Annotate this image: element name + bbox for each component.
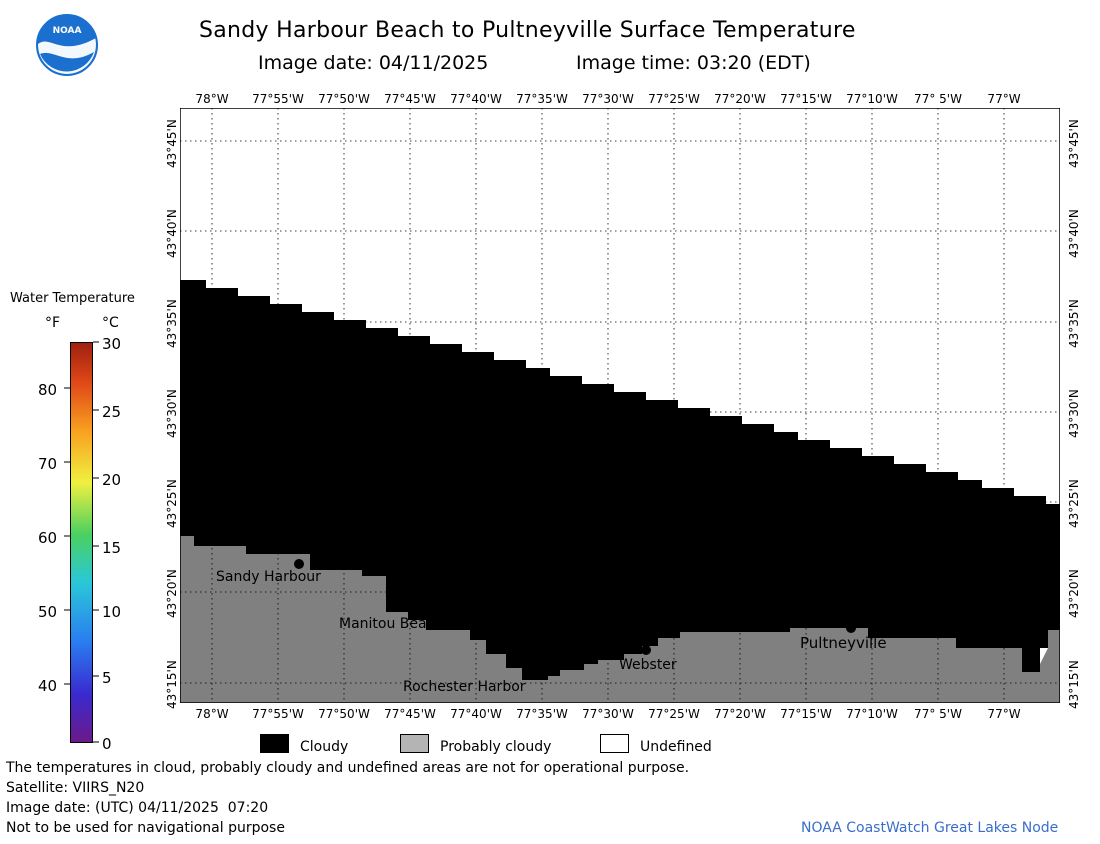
map-title: Sandy Harbour Beach to Pultneyville Surf… <box>199 18 856 43</box>
place-label-manitou-beach: Manitou Beach <box>339 616 444 632</box>
lon-label-bottom: 77°10'W <box>846 707 898 721</box>
colorbar-f-tick-label: 50 <box>38 603 58 621</box>
lon-label-bottom: 77°40'W <box>450 707 502 721</box>
lat-label-left: 43°25'N <box>165 479 179 528</box>
lon-label-bottom: 77°15'W <box>780 707 832 721</box>
lat-label-right: 43°35'N <box>1067 299 1081 348</box>
lon-label-top: 77°50'W <box>318 92 370 106</box>
marker-pultneyville <box>846 623 856 633</box>
credit-link[interactable]: NOAA CoastWatch Great Lakes Node <box>801 820 1059 836</box>
lon-label-top: 77°25'W <box>648 92 700 106</box>
lat-label-left: 43°40'N <box>165 209 179 258</box>
lon-label-bottom: 77°50'W <box>318 707 370 721</box>
lon-label-top: 77°W <box>987 92 1021 106</box>
lon-label-bottom: 77°20'W <box>714 707 766 721</box>
lon-label-bottom: 77°25'W <box>648 707 700 721</box>
image-date: Image date: 04/11/2025 <box>258 52 489 74</box>
lon-label-top: 77°45'W <box>384 92 436 106</box>
colorbar-c-tick-label: 15 <box>102 539 122 557</box>
legend-label-cloudy: Cloudy <box>300 739 349 755</box>
colorbar-f-tick-label: 60 <box>38 529 58 547</box>
colorbar-c-tick-label: 20 <box>102 471 122 489</box>
lon-label-top: 77°10'W <box>846 92 898 106</box>
colorbar-f-tick-label: 80 <box>38 381 58 399</box>
colorbar-f-tick-label: 70 <box>38 455 58 473</box>
place-label-rochester-harbor: Rochester Harbor <box>403 679 526 695</box>
legend-label-undefined: Undefined <box>640 739 712 755</box>
place-label-webster: Webster <box>619 657 677 673</box>
lon-label-top: 77°30'W <box>582 92 634 106</box>
lon-label-top: 77°35'W <box>516 92 568 106</box>
place-label-sandy-harbour: Sandy Harbour <box>216 569 321 585</box>
legend-label-probably-cloudy: Probably cloudy <box>440 739 552 755</box>
lon-label-bottom: 77° 5'W <box>914 707 962 721</box>
map-area <box>180 108 1060 703</box>
marker-sandy-harbour <box>294 559 304 569</box>
lat-label-right: 43°40'N <box>1067 209 1081 258</box>
marker-webster <box>641 645 651 655</box>
colorbar <box>70 342 93 743</box>
colorbar-c-tick-label: 25 <box>102 403 122 421</box>
lon-label-top: 77° 5'W <box>914 92 962 106</box>
colorbar-c-tick-label: 30 <box>102 335 122 353</box>
satellite-note: Satellite: VIIRS_N20 <box>6 780 145 796</box>
lat-label-left: 43°20'N <box>165 569 179 618</box>
lat-label-right: 43°25'N <box>1067 479 1081 528</box>
lon-label-top: 77°20'W <box>714 92 766 106</box>
lon-label-bottom: 77°W <box>987 707 1021 721</box>
colorbar-unit-c: °C <box>102 315 119 331</box>
lon-label-bottom: 77°30'W <box>582 707 634 721</box>
lat-label-right: 43°15'N <box>1067 660 1081 709</box>
lat-label-left: 43°15'N <box>165 660 179 709</box>
marker-manitou-beach <box>436 602 446 612</box>
logo-text: NOAA <box>52 26 82 36</box>
colorbar-c-tick-label: 10 <box>102 603 122 621</box>
colorbar-c-tick-label: 5 <box>102 669 112 687</box>
colorbar-unit-f: °F <box>45 315 61 331</box>
lon-label-bottom: 78°W <box>195 707 229 721</box>
lat-label-right: 43°30'N <box>1067 389 1081 438</box>
cloudy-region <box>180 280 1060 680</box>
legend-swatch-probably-cloudy <box>400 734 429 753</box>
lat-label-right: 43°45'N <box>1067 119 1081 168</box>
lon-label-bottom: 77°35'W <box>516 707 568 721</box>
legend-swatch-cloudy <box>260 734 289 753</box>
lon-label-top: 77°55'W <box>252 92 304 106</box>
lon-label-top: 77°40'W <box>450 92 502 106</box>
colorbar-c-tick-label: 0 <box>102 735 112 753</box>
lon-label-bottom: 77°45'W <box>384 707 436 721</box>
lat-label-left: 43°45'N <box>165 119 179 168</box>
colorbar-f-tick-label: 40 <box>38 677 58 695</box>
image-time: Image time: 03:20 (EDT) <box>576 52 811 74</box>
utc-date-note: Image date: (UTC) 04/11/2025 07:20 <box>6 800 269 816</box>
navigation-note: Not to be used for navigational purpose <box>6 820 285 836</box>
lat-label-right: 43°20'N <box>1067 569 1081 618</box>
probably-cloudy-region <box>180 536 1060 703</box>
lat-label-left: 43°30'N <box>165 389 179 438</box>
colorbar-ticks <box>64 341 99 743</box>
colorbar-title: Water Temperature <box>10 291 135 306</box>
place-label-pultneyville: Pultneyville <box>800 634 887 652</box>
lon-label-top: 77°15'W <box>780 92 832 106</box>
legend-swatch-undefined <box>600 734 629 753</box>
disclaimer-note: The temperatures in cloud, probably clou… <box>6 760 690 776</box>
noaa-logo: NOAA <box>36 14 98 76</box>
lon-label-top: 78°W <box>195 92 229 106</box>
lat-label-left: 43°35'N <box>165 299 179 348</box>
lon-label-bottom: 77°55'W <box>252 707 304 721</box>
graticule <box>180 108 1060 703</box>
marker-rochester-harbor <box>523 665 533 675</box>
